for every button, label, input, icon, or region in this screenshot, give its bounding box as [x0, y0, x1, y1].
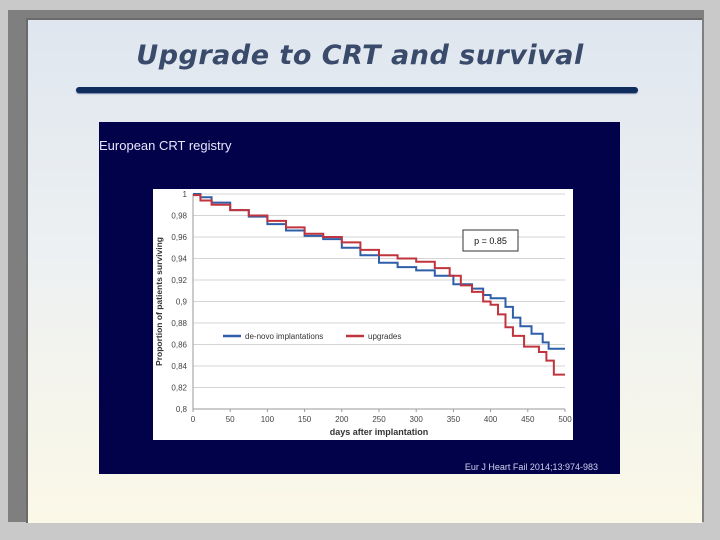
x-tick-label: 400	[484, 415, 498, 424]
y-tick-label: 0,94	[171, 255, 187, 264]
y-tick-label: 0,8	[176, 405, 188, 414]
legend-label: upgrades	[368, 332, 401, 341]
x-tick-label: 450	[521, 415, 535, 424]
figure-panel: European CRT registry 0,8 0,82 0,84 0,86 0,8…	[99, 122, 620, 474]
x-tick-label: 150	[298, 415, 312, 424]
y-tick-label: 0,98	[171, 212, 187, 221]
x-tick-label: 250	[372, 415, 386, 424]
x-tick-label: 100	[261, 415, 275, 424]
p-value-box	[462, 229, 519, 252]
survival-chart: 0,80,820,840,860,880,90,920,940,960,9810…	[154, 190, 572, 437]
x-tick-label: 500	[558, 415, 572, 424]
x-tick-label: 350	[447, 415, 461, 424]
p-value-annotation: p = 0.85	[474, 236, 507, 246]
chart-plot-area: 0,8 0,82 0,84 0,86 0,88 0,9 0,92 0,94 0,96 0,98 1 0…	[153, 189, 573, 440]
y-tick-label: 0,9	[176, 298, 188, 307]
y-tick-label: 0,84	[171, 362, 187, 371]
y-tick-label: 0,92	[171, 276, 187, 285]
series-line-de-novo	[193, 193, 565, 350]
x-tick-label: 0	[191, 415, 196, 424]
y-tick-label: 0,96	[171, 233, 187, 242]
legend-label: de-novo implantations	[245, 332, 323, 341]
slide-title: Upgrade to CRT and survival	[136, 40, 584, 71]
y-tick-label: 0,86	[171, 341, 187, 350]
x-axis-label: days after implantation	[330, 427, 429, 437]
x-tick-label: 200	[335, 415, 349, 424]
y-tick-label: 0,88	[171, 319, 187, 328]
x-tick-label: 50	[226, 415, 235, 424]
y-tick-label: 0,82	[171, 384, 187, 393]
y-axis-label: Proportion of patients surviving	[154, 237, 164, 366]
y-tick-label: 1	[183, 190, 188, 199]
title-underline	[76, 87, 638, 93]
x-tick-label: 300	[410, 415, 424, 424]
panel-title: European CRT registry	[99, 138, 232, 153]
citation: Eur J Heart Fail 2014;13:974-983	[464, 462, 598, 472]
series-line-upgrades	[193, 194, 565, 376]
